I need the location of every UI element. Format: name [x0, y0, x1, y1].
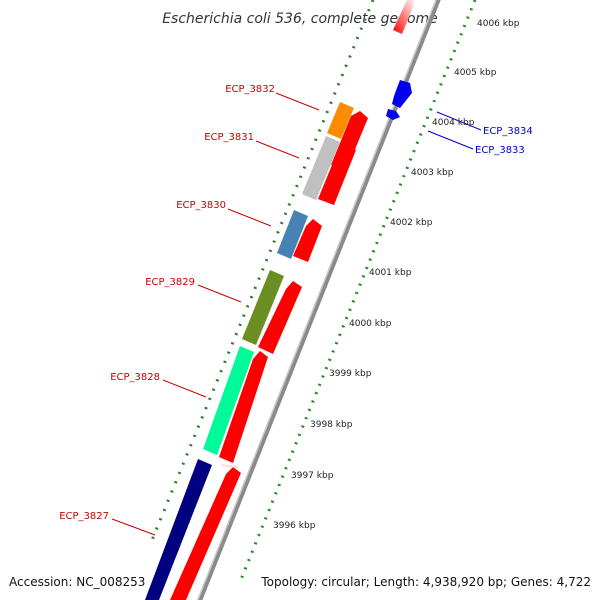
ruler-label: 4000 kbp — [349, 319, 392, 329]
forward-leaders — [427, 111, 482, 150]
cds-reverse-ring — [170, 0, 416, 600]
leader-ecp-3829 — [197, 284, 242, 303]
inner-ruler-ring — [238, 0, 477, 583]
outer-ruler-ring — [148, 0, 375, 546]
forward-gene-labels: ECP_3834 ECP_3833 — [475, 126, 533, 156]
leader-ecp-3828 — [162, 379, 207, 398]
leader-ecp-3827 — [111, 518, 156, 536]
cds-feature — [393, 0, 416, 34]
ruler-label: 4006 kbp — [477, 19, 520, 29]
gene-label-ecp-3834: ECP_3834 — [483, 126, 533, 137]
genome-summary-text: Topology: circular; Length: 4,938,920 bp… — [260, 575, 591, 589]
ruler-label: 4004 kbp — [432, 118, 475, 128]
cog-segment — [145, 459, 212, 600]
gene-label-ecp-3831: ECP_3831 — [204, 132, 254, 143]
gene-ecp-3833-feature — [386, 109, 400, 120]
reverse-leaders — [111, 92, 320, 536]
ruler-label: 4001 kbp — [369, 268, 412, 278]
reverse-gene-labels: ECP_3832 ECP_3831 ECP_3830 ECP_3829 ECP_… — [59, 84, 275, 522]
cds-gap — [220, 464, 239, 468]
cog-segment — [203, 346, 254, 455]
gene-label-ecp-3830: ECP_3830 — [176, 200, 226, 211]
ruler-label: 4003 kbp — [411, 168, 454, 178]
gene-ecp-3834-feature — [392, 80, 412, 108]
ruler-label: 4002 kbp — [390, 218, 433, 228]
cog-segment — [277, 210, 308, 259]
gene-label-ecp-3828: ECP_3828 — [110, 372, 160, 383]
gene-label-ecp-3829: ECP_3829 — [145, 277, 195, 288]
leader-ecp-3830 — [227, 208, 272, 227]
cog-segment — [327, 102, 354, 139]
gene-label-ecp-3833: ECP_3833 — [475, 145, 525, 156]
cds-feature — [318, 143, 356, 205]
leader-ecp-3831 — [255, 140, 300, 159]
ruler-label: 3996 kbp — [273, 521, 316, 531]
leader-ecp-3832 — [275, 92, 320, 111]
map-title: Escherichia coli 536, complete genome — [162, 11, 438, 27]
ruler-label: 3999 kbp — [329, 369, 372, 379]
leader-ecp-3834 — [436, 111, 482, 131]
gene-label-ecp-3832: ECP_3832 — [225, 84, 275, 95]
ruler-label: 4005 kbp — [454, 68, 497, 78]
cds-feature — [258, 281, 302, 354]
ruler-labels: 4006 kbp 4005 kbp 4004 kbp 4003 kbp 4002… — [273, 19, 520, 531]
cog-ring — [145, 102, 354, 600]
cds-forward-ring — [386, 80, 412, 120]
cog-segment — [242, 270, 284, 345]
accession-text: Accession: NC_008253 — [9, 575, 145, 589]
cds-feature — [170, 467, 241, 600]
cds-feature — [293, 219, 322, 262]
ruler-label: 3997 kbp — [291, 471, 334, 481]
cds-feature — [219, 351, 268, 463]
leader-ecp-3833 — [427, 130, 474, 150]
gene-label-ecp-3827: ECP_3827 — [59, 511, 109, 522]
cog-segment — [302, 136, 340, 200]
ruler-label: 3998 kbp — [310, 420, 353, 430]
